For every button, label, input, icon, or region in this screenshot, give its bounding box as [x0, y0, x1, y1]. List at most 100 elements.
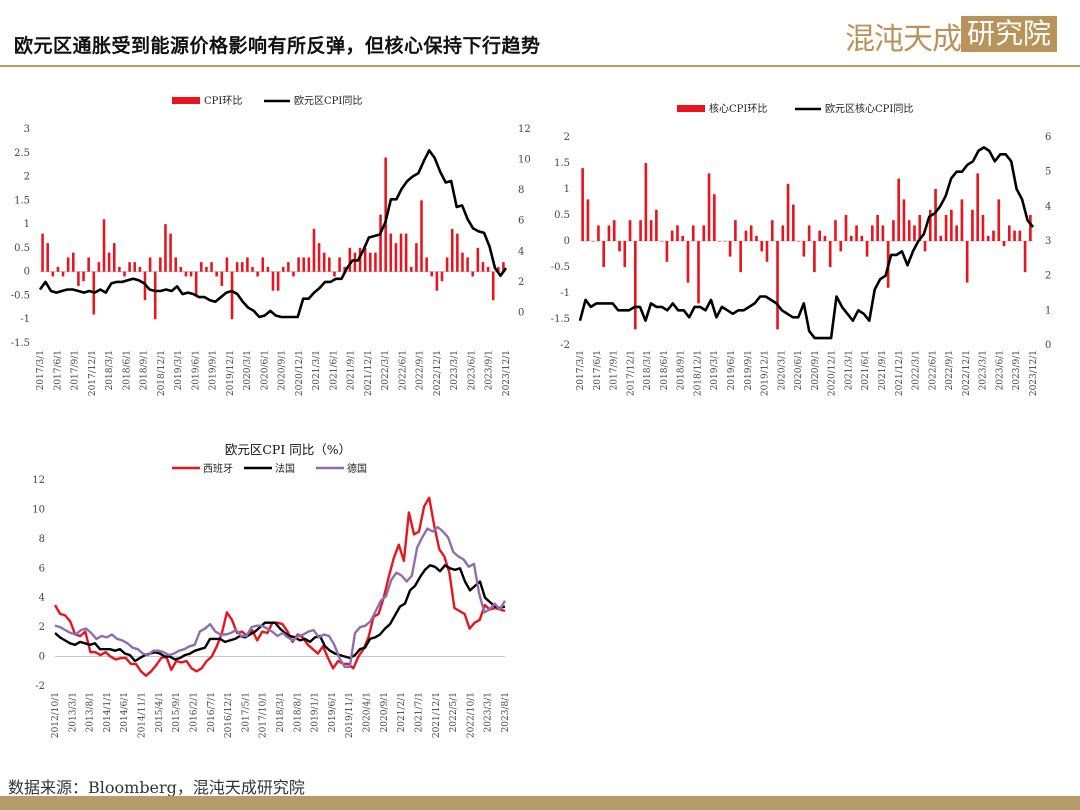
- x-tick-label: 2022/6/1: [398, 350, 408, 390]
- y-left-tick-label: 2: [564, 132, 570, 143]
- bar: [118, 266, 121, 272]
- bar: [56, 266, 60, 272]
- x-tick-label: 2013/8/1: [86, 692, 96, 732]
- bar: [240, 262, 244, 272]
- y-right-tick-label: 8: [518, 185, 524, 196]
- x-tick-label: 2018/3/1: [105, 350, 115, 390]
- bar: [276, 271, 280, 291]
- y-tick-label: 6: [39, 563, 45, 574]
- header-rule: [0, 65, 1080, 67]
- bar: [251, 266, 254, 272]
- bar: [591, 241, 595, 242]
- legend-label: 西班牙: [203, 463, 233, 475]
- x-tick-label: 2018/3/1: [276, 692, 286, 732]
- x-tick-label: 2023/9/1: [1012, 350, 1022, 390]
- bar: [897, 178, 900, 241]
- bar: [728, 241, 732, 257]
- bar: [860, 235, 864, 241]
- bar: [343, 266, 346, 272]
- bar: [581, 168, 584, 241]
- y-left-tick-label: 0.5: [554, 210, 570, 221]
- bar: [734, 220, 737, 241]
- bar: [781, 225, 785, 241]
- x-tick-label: 2022/3/1: [381, 350, 391, 390]
- bar: [1029, 215, 1032, 241]
- bar: [723, 241, 727, 242]
- legend-label: 德国: [347, 462, 367, 475]
- x-tick-label: 2023/3/1: [450, 350, 460, 390]
- x-tick-label: 2023/12/1: [1029, 350, 1039, 396]
- y-right-tick-label: 0: [1045, 340, 1051, 351]
- bar: [430, 271, 434, 277]
- series-line: [38, 149, 508, 319]
- x-tick-label: 2017/9/1: [610, 350, 620, 390]
- bar: [450, 228, 454, 272]
- bar: [649, 220, 653, 241]
- bar: [918, 215, 922, 241]
- x-tick-label: 2019/6/1: [191, 350, 201, 390]
- bar: [456, 233, 459, 272]
- bar: [246, 257, 249, 272]
- bar: [409, 266, 413, 272]
- y-right-tick-label: 0: [518, 307, 524, 318]
- bar: [466, 257, 469, 272]
- x-tick-label: 2022/5/1: [449, 692, 459, 732]
- legend-bar-swatch: [677, 105, 705, 112]
- x-tick-label: 2022/10/1: [466, 692, 476, 738]
- x-tick-label: 2021/9/1: [347, 350, 357, 390]
- y-left-tick-label: -0.5: [11, 290, 30, 301]
- bar: [718, 241, 721, 242]
- x-tick-label: 2017/12/1: [626, 350, 636, 396]
- x-tick-label: 2019/3/1: [174, 350, 184, 390]
- bar: [374, 252, 377, 272]
- bar: [200, 262, 203, 272]
- y-tick-label: -2: [35, 681, 45, 692]
- y-left-tick-label: 0: [24, 267, 30, 278]
- bar: [281, 266, 285, 272]
- bar: [138, 266, 142, 272]
- bar: [230, 271, 234, 320]
- y-tick-label: 10: [32, 504, 45, 515]
- bar: [41, 233, 44, 272]
- bar: [302, 257, 306, 272]
- x-tick-label: 2019/11/1: [345, 692, 355, 738]
- bar: [328, 257, 331, 272]
- bar: [87, 257, 90, 272]
- bar: [902, 199, 906, 241]
- bar: [618, 241, 621, 252]
- bar: [1002, 241, 1006, 247]
- bar: [461, 252, 464, 272]
- bar: [960, 199, 964, 241]
- bar: [913, 225, 916, 241]
- x-tick-label: 2023/3/1: [484, 692, 494, 732]
- y-left-tick-label: -2: [560, 340, 570, 351]
- x-tick-label: 2022/12/1: [962, 350, 972, 396]
- x-tick-label: 2020/3/1: [243, 350, 253, 390]
- bar: [1007, 225, 1011, 241]
- bar: [384, 157, 387, 272]
- bar: [333, 271, 336, 277]
- bar: [491, 271, 495, 301]
- bar: [907, 220, 911, 241]
- bar: [881, 225, 885, 241]
- x-tick-label: 2020/12/1: [828, 350, 838, 396]
- bar: [1018, 230, 1022, 241]
- series-line-西班牙: [53, 496, 506, 677]
- x-tick-label: 2019/6/1: [727, 350, 737, 390]
- bar: [644, 163, 648, 241]
- bar: [164, 224, 167, 272]
- bar: [755, 235, 758, 241]
- legend-label: 欧元区核心CPI同比: [825, 102, 913, 115]
- bar: [46, 243, 49, 272]
- bar: [586, 199, 590, 241]
- x-tick-label: 2021/3/1: [312, 350, 322, 390]
- y-left-tick-label: 0: [564, 236, 570, 247]
- chart-title: 欧元区CPI 同比（%）: [225, 442, 351, 457]
- bar: [194, 271, 198, 296]
- x-tick-label: 2021/3/1: [844, 350, 854, 390]
- bar: [307, 257, 311, 272]
- bar: [363, 247, 367, 272]
- bar: [971, 209, 974, 241]
- x-tick-label: 2019/9/1: [209, 350, 219, 390]
- x-tick-label: 2018/12/1: [693, 350, 703, 396]
